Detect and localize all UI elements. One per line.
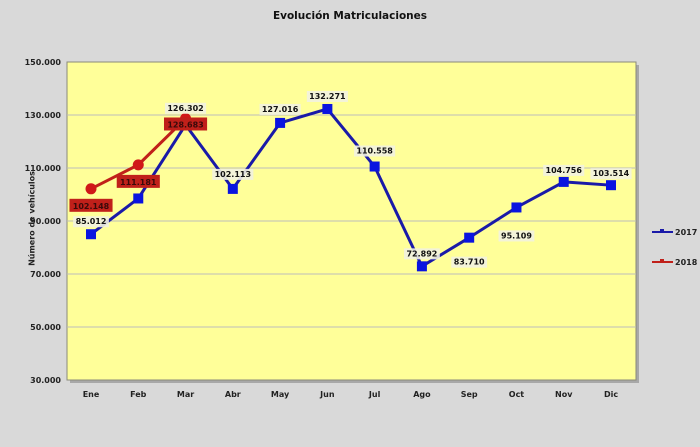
data-label-2017: 83.710 bbox=[454, 258, 485, 267]
x-tick-label: Abr bbox=[225, 390, 241, 399]
data-label-bg bbox=[354, 145, 396, 157]
legend-marker-2017 bbox=[660, 229, 664, 233]
x-tick-label: Jun bbox=[319, 390, 335, 399]
data-label-2018: 111.181 bbox=[120, 178, 157, 187]
x-tick-label: Ago bbox=[413, 390, 431, 399]
marker-2017 bbox=[133, 193, 144, 204]
marker-2017 bbox=[369, 161, 380, 172]
y-tick-label: 150.000 bbox=[25, 58, 62, 67]
data-label-2017: 102.113 bbox=[215, 170, 251, 179]
marker-2017 bbox=[606, 180, 616, 191]
x-tick-label: Mar bbox=[177, 390, 194, 399]
data-label-bg bbox=[404, 248, 440, 260]
data-label-bg bbox=[212, 168, 254, 180]
x-tick-label: Dic bbox=[604, 390, 618, 399]
data-label-bg-2018 bbox=[69, 198, 113, 212]
y-tick-label: 70.000 bbox=[30, 270, 61, 279]
y-tick-label: 130.000 bbox=[25, 111, 62, 120]
data-label-bg bbox=[498, 230, 535, 242]
data-label-2017: 127.016 bbox=[262, 105, 299, 114]
data-label-2018: 128.683 bbox=[167, 120, 203, 129]
data-label-bg bbox=[543, 164, 585, 176]
marker-2017 bbox=[464, 232, 475, 243]
marker-2017 bbox=[322, 103, 333, 114]
data-label-2017: 126.302 bbox=[167, 104, 203, 113]
marker-2018 bbox=[85, 183, 97, 195]
data-label-bg bbox=[259, 103, 301, 115]
data-label-bg bbox=[451, 256, 488, 268]
marker-2017 bbox=[416, 261, 427, 272]
y-tick-label: 50.000 bbox=[30, 323, 61, 332]
data-label-bg bbox=[73, 216, 109, 228]
marker-2018 bbox=[132, 159, 144, 171]
legend-label-2018: 2018 bbox=[675, 258, 698, 267]
chart-title: Evolución Matriculaciones bbox=[272, 10, 428, 22]
marker-2017 bbox=[275, 117, 286, 128]
series-line-2017 bbox=[90, 107, 612, 268]
legend-marker-2018 bbox=[660, 259, 664, 263]
data-label-bg-2018 bbox=[163, 117, 208, 131]
y-tick-label: 90.000 bbox=[30, 217, 61, 226]
y-tick-label: 30.000 bbox=[30, 376, 61, 385]
marker-2017 bbox=[227, 183, 238, 194]
marker-2017 bbox=[511, 202, 522, 213]
x-tick-label: Jul bbox=[368, 390, 381, 399]
data-label-bg bbox=[306, 90, 348, 102]
data-label-2018: 102.148 bbox=[73, 202, 110, 211]
data-label-2017: 110.558 bbox=[356, 147, 393, 156]
data-label-2017: 95.109 bbox=[501, 231, 532, 240]
data-label-2017: 85.012 bbox=[76, 217, 107, 226]
data-label-2017: 103.514 bbox=[593, 169, 630, 178]
data-label-2017: 132.271 bbox=[309, 92, 346, 101]
data-label-bg bbox=[590, 168, 632, 180]
x-tick-label: May bbox=[271, 390, 290, 399]
data-label-bg bbox=[164, 102, 207, 114]
data-label-bg-2018 bbox=[116, 174, 160, 188]
x-tick-label: Sep bbox=[461, 390, 478, 399]
x-tick-label: Ene bbox=[83, 390, 100, 399]
x-tick-label: Feb bbox=[130, 390, 147, 399]
marker-2017 bbox=[558, 176, 569, 187]
marker-2017 bbox=[86, 229, 96, 240]
legend-label-2017: 2017 bbox=[675, 228, 697, 237]
x-tick-label: Nov bbox=[555, 390, 573, 399]
x-tick-label: Oct bbox=[509, 390, 525, 399]
y-tick-label: 110.000 bbox=[25, 164, 62, 173]
data-label-2017: 104.756 bbox=[546, 166, 583, 175]
data-label-2017: 72.892 bbox=[406, 249, 437, 258]
